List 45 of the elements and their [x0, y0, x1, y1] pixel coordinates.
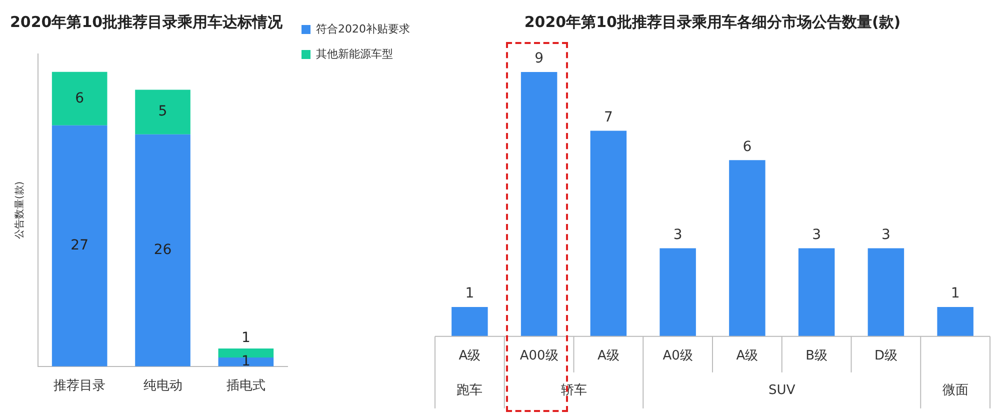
data-label: 26: [154, 242, 172, 258]
bar: [452, 307, 488, 336]
bar: [135, 134, 190, 366]
bar: [660, 248, 696, 336]
bar: [868, 248, 904, 336]
text: 微面: [942, 382, 968, 398]
x-tick-label: D级: [874, 348, 898, 364]
x-tick-label: A0级: [662, 348, 693, 364]
text: SUV: [768, 382, 796, 398]
data-label: 7: [604, 109, 613, 126]
text: 跑车: [456, 382, 483, 398]
x-tick-label: 纯电动: [143, 378, 182, 394]
data-label: 3: [812, 226, 822, 243]
x-tick-label: A级: [597, 348, 620, 364]
x-tick-label: 插电式: [226, 378, 266, 394]
data-label: 6: [742, 138, 752, 155]
data-label: 1: [241, 354, 250, 370]
x-tick-label: A00级: [520, 348, 558, 364]
bar: [52, 125, 108, 366]
bar: [937, 307, 974, 336]
bar: [729, 160, 766, 336]
bar: [520, 72, 558, 336]
data-label: 27: [70, 238, 88, 254]
bar: [218, 357, 274, 366]
x-tick-label: 推荐目录: [54, 378, 106, 394]
data-label: 9: [534, 50, 544, 67]
bar: [135, 90, 190, 134]
chart-title: 2020年第10批推荐目录乘用车各细分市场公告数量(款): [524, 12, 901, 31]
data-label: 1: [241, 330, 250, 346]
x-tick-label: A级: [736, 348, 758, 364]
x-tick-label: B级: [806, 348, 828, 364]
bar: [590, 130, 627, 336]
data-label: 1: [465, 286, 474, 302]
bar: [52, 72, 108, 126]
legend-label: 符合2020补贴要求: [316, 22, 410, 36]
x-tick-label: A级: [458, 348, 481, 364]
bar: [798, 248, 835, 336]
data-label: 1: [950, 286, 960, 302]
data-label: 6: [75, 90, 84, 106]
chart-title: 2020年第10批推荐目录乘用车达标情况: [10, 12, 284, 31]
data-label: 3: [673, 226, 682, 243]
legend-label: 其他新能源车型: [316, 47, 394, 60]
y-axis-title: 公告数量(款): [14, 181, 26, 240]
data-label: 5: [158, 104, 168, 120]
data-label: 3: [881, 226, 890, 243]
